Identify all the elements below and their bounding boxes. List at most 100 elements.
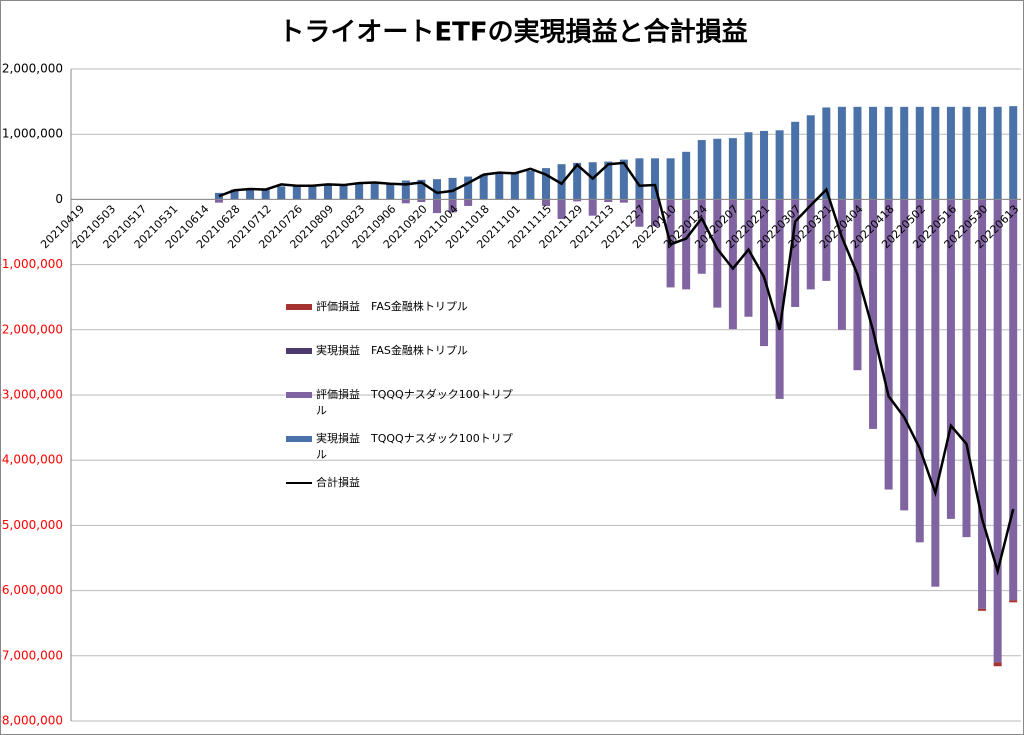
bar xyxy=(931,199,940,587)
legend-swatch xyxy=(286,436,312,442)
legend-swatch xyxy=(286,482,312,484)
legend-item: 実現損益 FAS金融株トリプル xyxy=(286,343,526,387)
y-tick-label: -7,000,000 xyxy=(1,648,63,662)
bar xyxy=(822,107,831,200)
bar xyxy=(651,158,660,200)
bar xyxy=(760,199,769,347)
legend-label: 実現損益 FAS金融株トリプル xyxy=(316,344,468,357)
bar xyxy=(308,185,317,200)
bar xyxy=(962,199,971,538)
bar xyxy=(946,106,955,200)
bar xyxy=(542,199,550,206)
bar xyxy=(993,199,1002,663)
bar xyxy=(697,199,706,274)
bar xyxy=(946,199,955,519)
bar xyxy=(635,158,644,200)
bar xyxy=(588,162,597,200)
bar xyxy=(526,170,535,200)
legend-item: 実現損益 TQQQナスダック100トリプル xyxy=(286,431,526,475)
bar xyxy=(230,189,239,200)
bar xyxy=(1009,600,1018,603)
bar xyxy=(604,161,613,200)
legend-swatch xyxy=(286,348,312,354)
bar xyxy=(791,199,800,307)
bar xyxy=(417,199,426,203)
bar xyxy=(573,162,582,200)
legend-swatch xyxy=(286,392,312,398)
legend-label: 評価損益 FAS金融株トリプル xyxy=(316,300,468,313)
bar xyxy=(355,183,364,200)
bar xyxy=(464,199,473,206)
y-tick-label: 0 xyxy=(55,192,63,206)
bar xyxy=(682,151,691,200)
bar xyxy=(619,159,628,200)
bar xyxy=(339,184,348,200)
bar xyxy=(214,199,223,203)
y-tick-label: -3,000,000 xyxy=(1,388,63,402)
bar xyxy=(728,199,737,330)
y-tick-label: -5,000,000 xyxy=(1,518,63,532)
bar xyxy=(401,199,410,204)
y-tick-label: 1,000,000 xyxy=(2,127,63,141)
y-tick-label: -2,000,000 xyxy=(1,322,63,336)
bar xyxy=(853,106,862,200)
bar xyxy=(448,177,457,200)
y-tick-label: -1,000,000 xyxy=(1,257,63,271)
legend-label: 評価損益 TQQQナスダック100トリプル xyxy=(316,388,513,417)
bar xyxy=(775,130,784,200)
bar xyxy=(744,199,753,317)
bar xyxy=(557,199,566,219)
bar xyxy=(822,199,831,281)
legend-label: 実現損益 TQQQナスダック100トリプル xyxy=(316,432,513,461)
bar xyxy=(853,199,862,371)
bar xyxy=(479,174,488,200)
bar xyxy=(588,199,597,216)
legend-item: 評価損益 TQQQナスダック100トリプル xyxy=(286,387,526,431)
legend-item: 合計損益 xyxy=(286,475,526,519)
y-tick-label: -6,000,000 xyxy=(1,583,63,597)
bar xyxy=(401,180,410,200)
bar xyxy=(214,192,223,200)
bar xyxy=(386,183,395,200)
bar xyxy=(323,185,332,200)
bar xyxy=(697,140,706,200)
bar xyxy=(246,188,255,200)
bar xyxy=(791,121,800,200)
bar xyxy=(277,186,286,200)
bar xyxy=(806,199,815,290)
bar xyxy=(931,106,940,200)
bar xyxy=(292,186,301,200)
bar xyxy=(744,132,753,200)
bar xyxy=(417,179,426,200)
bar xyxy=(837,106,846,200)
bar xyxy=(619,199,628,203)
bar xyxy=(448,199,457,213)
bar xyxy=(775,199,784,399)
bar xyxy=(713,138,722,200)
legend-swatch xyxy=(286,304,312,310)
bar xyxy=(884,106,893,200)
bar xyxy=(713,199,722,308)
bar xyxy=(760,130,769,200)
bar xyxy=(993,106,1002,200)
bar xyxy=(682,199,691,290)
legend-label: 合計損益 xyxy=(316,476,360,489)
bar xyxy=(728,138,737,200)
bar xyxy=(573,199,582,202)
bar xyxy=(993,662,1002,667)
bar xyxy=(666,158,675,200)
y-tick-label: 2,000,000 xyxy=(2,62,63,76)
bar xyxy=(884,199,893,490)
legend: 評価損益 FAS金融株トリプル 実現損益 FAS金融株トリプル評価損益 TQQQナ… xyxy=(286,299,526,519)
bar xyxy=(432,199,441,214)
bar xyxy=(510,172,519,200)
bar xyxy=(978,106,987,200)
bar xyxy=(635,199,644,227)
bar xyxy=(978,199,987,609)
bar xyxy=(978,608,987,611)
bar xyxy=(370,183,379,200)
bar xyxy=(900,199,909,511)
bar xyxy=(900,106,909,200)
y-tick-label: -8,000,000 xyxy=(1,714,63,728)
